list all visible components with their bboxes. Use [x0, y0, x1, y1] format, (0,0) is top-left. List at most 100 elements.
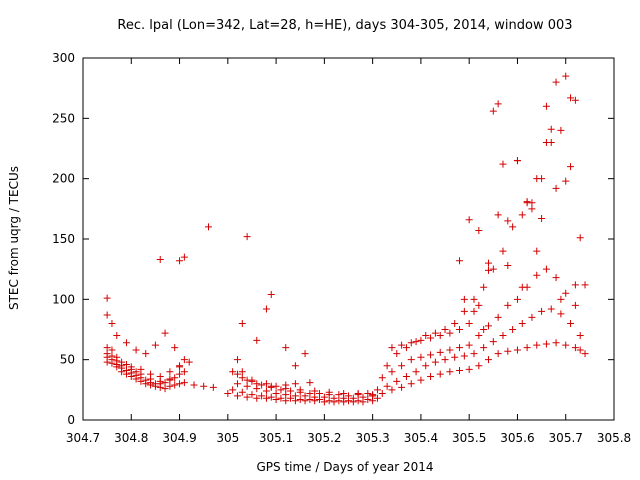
data-point [533, 271, 541, 279]
x-tick-label: 305.2 [307, 431, 341, 445]
data-point [518, 319, 526, 327]
data-point [523, 198, 531, 206]
data-point [427, 351, 435, 359]
data-point [412, 338, 420, 346]
data-point [576, 346, 584, 354]
data-point [209, 383, 217, 391]
data-point [354, 389, 362, 397]
data-point [475, 227, 483, 235]
data-point [296, 395, 304, 403]
data-point [248, 376, 256, 384]
data-point [180, 368, 188, 376]
data-point [243, 393, 251, 401]
data-point [103, 311, 111, 319]
data-point [325, 388, 333, 396]
data-point [282, 391, 290, 399]
data-point [267, 291, 275, 299]
data-point [364, 395, 372, 403]
data-point [552, 78, 560, 86]
data-point [431, 358, 439, 366]
data-point [185, 358, 193, 366]
data-point [330, 394, 338, 402]
data-point [412, 368, 420, 376]
data-point [113, 332, 121, 340]
data-point [277, 386, 285, 394]
data-point [301, 350, 309, 358]
data-point [533, 175, 541, 183]
data-point [301, 392, 309, 400]
data-point [451, 319, 459, 327]
data-point [427, 334, 435, 342]
data-point [320, 393, 328, 401]
x-tick-label: 304.8 [114, 431, 148, 445]
data-point [407, 380, 415, 388]
data-point [494, 100, 502, 108]
data-point [523, 344, 531, 352]
data-point [277, 394, 285, 402]
x-tick-label: 305 [216, 431, 239, 445]
y-tick-label: 300 [52, 51, 75, 65]
data-point [542, 265, 550, 273]
data-point [296, 386, 304, 394]
data-point [388, 386, 396, 394]
data-point [243, 382, 251, 390]
data-point [306, 395, 314, 403]
data-point [484, 322, 492, 330]
data-point [132, 368, 140, 376]
data-point [509, 326, 517, 333]
data-point [233, 370, 241, 378]
data-point [489, 338, 497, 346]
data-point [431, 329, 439, 337]
data-point [176, 380, 184, 388]
data-point [552, 339, 560, 347]
data-point [475, 301, 483, 309]
y-axis-ticks: 0 50 100 150 200 250 300 [52, 51, 614, 427]
data-point [562, 289, 570, 297]
data-point [484, 259, 492, 267]
data-point [142, 350, 150, 358]
data-point [422, 332, 430, 340]
x-tick-label: 304.7 [66, 431, 100, 445]
data-point [388, 344, 396, 352]
data-point [562, 341, 570, 349]
data-point [108, 319, 116, 327]
data-points [103, 72, 589, 406]
data-point [238, 374, 246, 382]
data-point [156, 373, 164, 381]
data-point [233, 380, 241, 388]
data-point [316, 395, 324, 403]
data-point [567, 163, 575, 171]
data-point [171, 374, 179, 382]
data-point [436, 348, 444, 356]
data-point [489, 265, 497, 273]
data-point [576, 332, 584, 340]
data-point [528, 205, 536, 213]
data-point [224, 389, 232, 397]
data-point [272, 389, 280, 397]
data-point [533, 247, 541, 255]
data-point [513, 157, 521, 165]
data-point [122, 367, 130, 375]
data-point [238, 368, 246, 376]
data-point [229, 386, 237, 394]
data-point [161, 385, 169, 393]
data-point [446, 368, 454, 376]
data-point [383, 362, 391, 370]
data-point [417, 336, 425, 344]
data-point [127, 363, 135, 371]
x-tick-label: 305.3 [355, 431, 389, 445]
data-point [393, 377, 401, 385]
data-point [205, 223, 213, 231]
data-point [311, 393, 319, 401]
data-point [484, 266, 492, 274]
x-tick-label: 305.7 [549, 431, 583, 445]
data-point [113, 353, 121, 361]
data-point [142, 376, 150, 384]
data-point [335, 397, 343, 405]
data-point [499, 160, 507, 168]
data-point [340, 389, 348, 397]
data-point [349, 394, 357, 402]
data-point [402, 373, 410, 381]
x-axis-ticks: 304.7 304.8 304.9 305 305.1 305.2 305.3 305.4 30… [66, 58, 631, 445]
